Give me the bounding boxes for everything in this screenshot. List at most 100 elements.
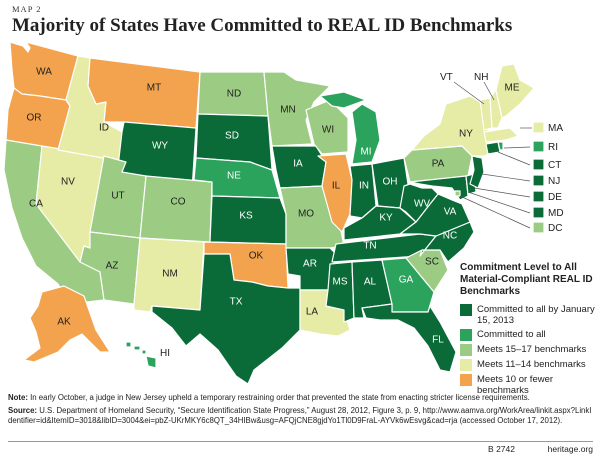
state-DC: [454, 190, 461, 197]
label-MN: MN: [280, 105, 296, 116]
legend: Commitment Level to All Material-Complia…: [460, 262, 595, 399]
legend-item-10-or-fewer: Meets 10 or fewer benchmarks: [460, 374, 595, 396]
label-CO: CO: [171, 197, 186, 208]
label-GA: GA: [399, 275, 414, 286]
label-MS: MS: [333, 277, 348, 288]
label-TN: TN: [363, 241, 376, 252]
label-OK: OK: [249, 251, 264, 262]
label-FL: FL: [432, 335, 444, 346]
callout-swatches: [532, 121, 545, 234]
label-SC: SC: [425, 257, 439, 268]
label-UT: UT: [111, 191, 124, 202]
legend-item-15-17: Meets 15–17 benchmarks: [460, 344, 595, 356]
note-label: Note:: [8, 393, 28, 402]
state-KY: [343, 205, 417, 241]
label-VA: VA: [444, 207, 457, 218]
map-title: Majority of States Have Committed to REA…: [12, 15, 513, 36]
callout-swatch-DE: [532, 190, 545, 203]
label-CT: CT: [548, 160, 561, 171]
state-IL: [317, 153, 353, 233]
label-NE: NE: [227, 171, 241, 182]
state-FL: [361, 303, 457, 373]
label-DC: DC: [548, 223, 562, 234]
legend-item-committed-2013: Committed to all by January 15, 2013: [460, 304, 595, 326]
label-KS: KS: [239, 211, 253, 222]
state-TX: [151, 253, 301, 385]
legend-item-committed-all: Committed to all: [460, 329, 595, 341]
label-MO: MO: [298, 209, 314, 220]
state-CO: [139, 175, 213, 243]
state-WV: [399, 183, 439, 223]
state-SC: [405, 249, 449, 293]
source-line: Source: U.S. Department of Homeland Secu…: [8, 406, 593, 425]
state-ME: [495, 63, 535, 119]
callout-leader-lines: [453, 81, 532, 229]
callout-swatch-MA: [532, 121, 545, 134]
label-OH: OH: [383, 177, 398, 188]
report-id: B 2742: [488, 444, 515, 454]
label-PA: PA: [432, 159, 445, 170]
label-MT: MT: [147, 83, 161, 94]
label-ID: ID: [99, 123, 109, 134]
legend-swatch: [460, 359, 472, 371]
state-labels: WA OR CA NV ID MT WY UT AZ CO NM ND SD N…: [27, 67, 564, 359]
label-RI: RI: [548, 142, 558, 153]
source-text: U.S. Department of Homeland Security, “S…: [8, 406, 592, 425]
label-AK: AK: [57, 317, 71, 328]
legend-label: Committed to all: [477, 329, 546, 340]
state-NH: [489, 89, 503, 129]
label-HI: HI: [160, 348, 170, 359]
state-CT: [485, 141, 501, 155]
state-MI: [319, 91, 381, 165]
legend-title: Commitment Level to All Material-Complia…: [460, 262, 593, 297]
label-NV: NV: [61, 177, 75, 188]
callout-swatch-RI: [532, 140, 545, 153]
state-NJ: [469, 155, 485, 189]
legend-item-11-14: Meets 11–14 benchmarks: [460, 359, 595, 371]
label-MA: MA: [548, 123, 563, 134]
label-IN: IN: [359, 181, 369, 192]
label-ME: ME: [505, 83, 520, 94]
map-number-label: MAP 2: [12, 4, 42, 14]
note-line: Note: In early October, a judge in New J…: [8, 393, 593, 402]
label-IL: IL: [332, 181, 341, 192]
legend-label: Meets 11–14 benchmarks: [477, 359, 586, 370]
state-HI: [125, 341, 157, 369]
legend-swatch: [460, 304, 472, 316]
state-MA: [483, 127, 519, 143]
legend-swatch: [460, 344, 472, 356]
legend-swatch: [460, 374, 472, 386]
label-AZ: AZ: [106, 261, 119, 272]
label-CA: CA: [29, 199, 43, 210]
label-OR: OR: [27, 113, 42, 124]
footer: B 2742 heritage.org: [8, 441, 593, 456]
state-RI: [497, 141, 504, 151]
label-MD: MD: [548, 208, 564, 219]
callout-swatch-CT: [532, 158, 545, 171]
label-NM: NM: [162, 269, 178, 280]
state-NM: [133, 237, 205, 313]
us-states-map: WA OR CA NV ID MT WY UT AZ CO NM ND SD N…: [3, 41, 564, 385]
label-AR: AR: [303, 259, 317, 270]
label-NJ: NJ: [548, 176, 560, 187]
label-WY: WY: [152, 141, 168, 152]
label-KY: KY: [379, 213, 393, 224]
legend-label: Meets 15–17 benchmarks: [477, 344, 587, 355]
label-NH: NH: [474, 72, 488, 83]
label-WV: WV: [414, 199, 430, 210]
notes-block: Note: In early October, a judge in New J…: [8, 393, 593, 425]
legend-label: Committed to all by January 15, 2013: [477, 304, 595, 326]
site-link[interactable]: heritage.org: [547, 444, 593, 454]
note-text: In early October, a judge in New Jersey …: [30, 393, 530, 402]
callout-swatch-MD: [532, 206, 545, 219]
label-IA: IA: [293, 159, 303, 170]
legend-swatch: [460, 329, 472, 341]
label-VT: VT: [440, 72, 453, 83]
label-WA: WA: [36, 67, 52, 78]
callout-swatch-DC: [532, 221, 545, 234]
label-ND: ND: [227, 89, 241, 100]
label-DE: DE: [548, 192, 562, 203]
legend-label: Meets 10 or fewer benchmarks: [477, 374, 554, 396]
state-AK: [23, 285, 111, 363]
source-label: Source:: [8, 406, 38, 416]
